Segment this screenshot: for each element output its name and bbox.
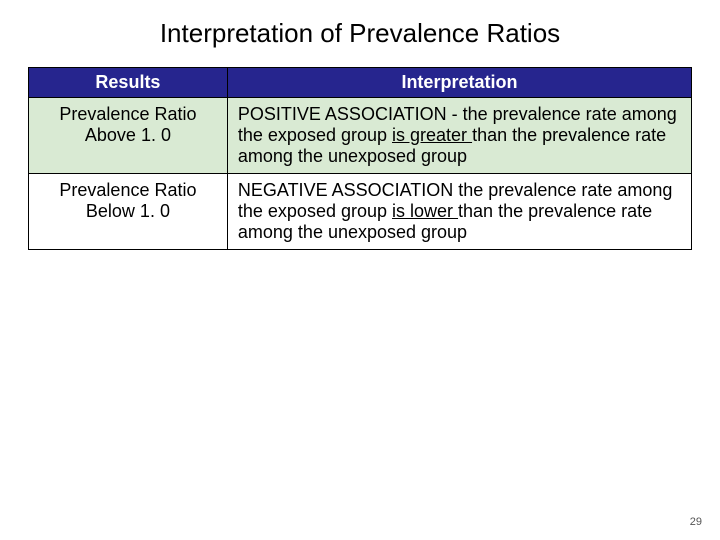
cell-interpretation: NEGATIVE ASSOCIATION the prevalence rate… <box>227 174 691 250</box>
col-header-results: Results <box>29 68 228 98</box>
interp-text-underline: is lower <box>392 201 458 221</box>
cell-results: Prevalence Ratio Above 1. 0 <box>29 98 228 174</box>
table-row: Prevalence Ratio Below 1. 0 NEGATIVE ASS… <box>29 174 692 250</box>
table-row: Prevalence Ratio Above 1. 0 POSITIVE ASS… <box>29 98 692 174</box>
cell-results: Prevalence Ratio Below 1. 0 <box>29 174 228 250</box>
slide-title: Interpretation of Prevalence Ratios <box>28 18 692 49</box>
prevalence-ratio-table: Results Interpretation Prevalence Ratio … <box>28 67 692 250</box>
cell-interpretation: POSITIVE ASSOCIATION - the prevalence ra… <box>227 98 691 174</box>
interp-text-underline: is greater <box>392 125 472 145</box>
slide-container: Interpretation of Prevalence Ratios Resu… <box>0 0 720 250</box>
page-number: 29 <box>690 516 702 528</box>
table-header-row: Results Interpretation <box>29 68 692 98</box>
col-header-interpretation: Interpretation <box>227 68 691 98</box>
